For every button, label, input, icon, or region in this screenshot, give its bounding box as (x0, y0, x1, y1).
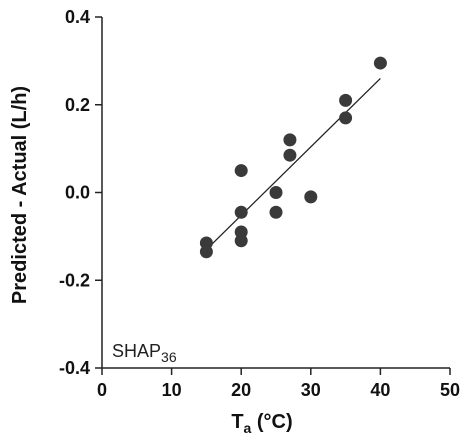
x-tick-label: 40 (370, 380, 390, 400)
regression-line-layer (205, 77, 381, 251)
y-tick-label: 0.4 (65, 7, 90, 27)
data-point (304, 190, 318, 204)
x-axis-label-subscript: a (244, 420, 252, 436)
data-point (283, 133, 297, 147)
x-axis-label: Ta (°C) (231, 411, 292, 436)
annotation-main: SHAP (112, 341, 161, 361)
x-tick-label: 0 (97, 380, 107, 400)
x-axis-label-unit: (°C) (251, 411, 292, 433)
regression-line (205, 77, 381, 251)
y-tick-label: 0.0 (65, 183, 90, 203)
y-tick-label: -0.4 (59, 358, 90, 378)
data-point (373, 56, 387, 70)
data-point (339, 111, 353, 125)
x-axis-label-main: T (231, 411, 243, 433)
y-axis-ticks: -0.4 -0.2 0.0 0.2 0.4 (59, 7, 102, 378)
annotation-subscript: 36 (161, 349, 177, 365)
x-tick-label: 50 (440, 380, 460, 400)
points-layer (199, 56, 387, 259)
data-point (283, 148, 297, 162)
data-point (234, 164, 248, 178)
data-point (269, 186, 283, 199)
data-point (234, 234, 248, 248)
data-point (199, 245, 213, 259)
data-point (339, 93, 353, 107)
x-axis-ticks: 0 10 20 30 40 50 (97, 368, 460, 400)
y-axis-label: Predicted - Actual (L/h) (9, 86, 31, 304)
x-tick-label: 30 (301, 380, 321, 400)
plot-annotation: SHAP36 (112, 341, 177, 365)
y-tick-label: 0.2 (65, 95, 90, 115)
y-tick-label: -0.2 (59, 270, 90, 290)
x-tick-label: 20 (231, 380, 251, 400)
data-point (269, 205, 283, 219)
data-point (234, 205, 248, 219)
x-tick-label: 10 (162, 380, 182, 400)
